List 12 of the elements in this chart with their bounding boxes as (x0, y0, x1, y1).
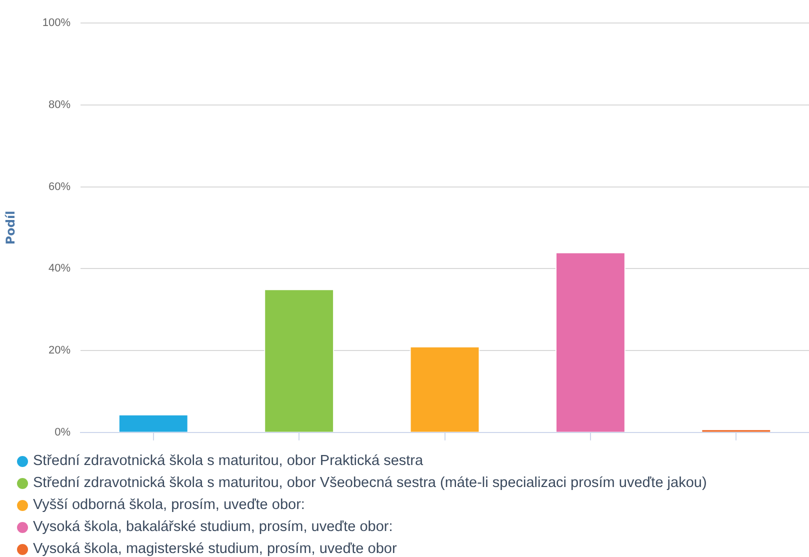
y-tick-label: 40% (48, 262, 71, 275)
legend-label: Vysoká škola, magisterské studium, prosím, uveďte obor (33, 541, 397, 557)
legend-label: Střední zdravotnická škola s maturitou, obor Praktická sestra (33, 453, 424, 469)
y-tick-label: 20% (48, 344, 71, 357)
legend-label: Vyšší odborná škola, prosím, uveďte obor: (33, 497, 305, 513)
y-tick-label: 60% (48, 180, 71, 193)
legend-label: Střední zdravotnická škola s maturitou, obor Všeobecná sestra (máte-li specializaci prosím uveďte jakou) (33, 475, 707, 491)
y-tick-label: 80% (48, 98, 71, 111)
legend-label: Vysoká škola, bakalářské studium, prosím, uveďte obor: (33, 519, 393, 535)
y-tick-label: 100% (42, 17, 71, 30)
y-tick-label: 0% (54, 426, 71, 438)
y-axis-title: Podíl (3, 210, 18, 245)
